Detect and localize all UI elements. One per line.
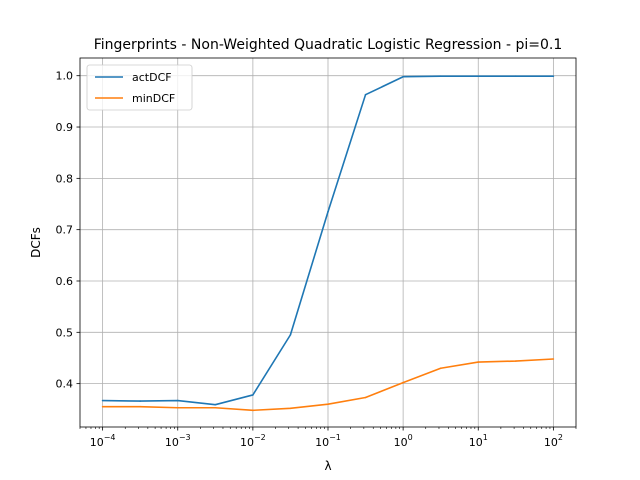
data-point-minDCF (101, 405, 104, 408)
data-point-actDCF (252, 394, 254, 396)
data-point-actDCF (176, 399, 179, 402)
y-tick-label: 0.7 (56, 224, 74, 237)
legend-label-actDCF: actDCF (132, 71, 172, 84)
data-point-minDCF (552, 358, 555, 360)
data-point-actDCF (289, 334, 292, 336)
x-tick-label: 10−3 (165, 433, 191, 449)
x-tick-label: 10−1 (315, 433, 341, 449)
y-axis: 0.4 0.5 0.6 0.7 0.8 0.9 1.0 (56, 70, 80, 391)
y-tick-label: 0.8 (56, 172, 74, 185)
data-point-minDCF (252, 409, 254, 412)
x-tick-label: 10−2 (240, 433, 266, 449)
data-point-minDCF (289, 407, 292, 410)
data-point-actDCF (364, 93, 367, 96)
data-point-minDCF (214, 406, 217, 409)
x-axis-label: λ (324, 459, 331, 473)
data-point-minDCF (327, 403, 329, 405)
y-axis-label: DCFs (29, 227, 43, 258)
grid (80, 58, 576, 427)
x-tick-label: 101 (469, 433, 488, 449)
x-tick-label: 10−4 (90, 433, 116, 449)
y-tick-label: 0.6 (56, 275, 74, 288)
x-tick-label: 102 (544, 433, 563, 449)
data-point-actDCF (439, 75, 442, 78)
y-tick-label: 1.0 (56, 70, 74, 83)
x-axis: 10−4 10−3 10−2 10−1 100 101 102 (79, 427, 577, 449)
y-tick-label: 0.4 (56, 378, 74, 391)
series-lines (101, 75, 555, 412)
data-point-actDCF (327, 210, 329, 213)
legend: actDCF minDCF (86, 64, 193, 111)
data-point-actDCF (139, 400, 141, 402)
chart-title: Fingerprints - Non-Weighted Quadratic Lo… (94, 37, 563, 53)
y-tick-label: 0.5 (56, 326, 74, 339)
y-tick-label: 0.9 (56, 121, 74, 134)
data-point-minDCF (514, 360, 517, 362)
data-point-minDCF (139, 405, 141, 408)
data-point-actDCF (402, 75, 404, 78)
x-tick-label: 100 (394, 433, 413, 449)
legend-label-minDCF: minDCF (132, 92, 175, 105)
data-point-actDCF (514, 75, 517, 78)
data-point-actDCF (477, 75, 480, 78)
data-point-minDCF (439, 367, 442, 370)
data-point-actDCF (552, 75, 555, 78)
data-point-actDCF (101, 399, 104, 402)
data-point-minDCF (402, 381, 404, 384)
data-point-minDCF (176, 406, 179, 409)
data-point-actDCF (214, 403, 217, 406)
data-point-minDCF (477, 361, 480, 363)
data-point-minDCF (364, 396, 367, 399)
